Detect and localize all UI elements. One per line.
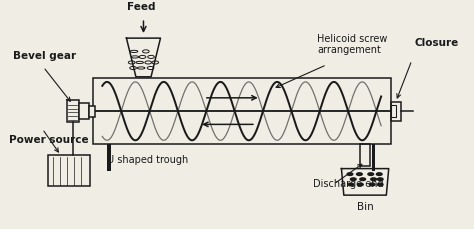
Circle shape [368,173,374,175]
Circle shape [356,173,362,175]
Circle shape [377,178,383,180]
Circle shape [348,183,354,186]
Circle shape [371,178,376,180]
Text: Bin: Bin [357,202,374,212]
Circle shape [360,178,365,180]
Circle shape [357,183,363,186]
Text: Discharge end: Discharge end [313,179,383,189]
Bar [93,78,391,144]
Bar [79,103,89,119]
Circle shape [347,173,353,175]
Bar [89,106,95,117]
Text: U shaped trough: U shaped trough [107,155,188,165]
Text: Power source: Power source [9,135,89,145]
Bar [372,144,375,171]
Circle shape [376,173,382,175]
Text: Feed: Feed [127,2,155,12]
Circle shape [350,178,356,180]
Bar [48,155,91,186]
Bar [107,144,111,171]
Bar [360,144,370,166]
Text: Closure: Closure [414,38,458,48]
Circle shape [377,183,383,186]
Bar [391,102,401,120]
Text: Bevel gear: Bevel gear [12,51,76,61]
Circle shape [369,183,375,186]
Text: Helicoid screw
arrangement: Helicoid screw arrangement [318,34,388,55]
Bar [67,100,79,122]
Bar [391,105,396,117]
